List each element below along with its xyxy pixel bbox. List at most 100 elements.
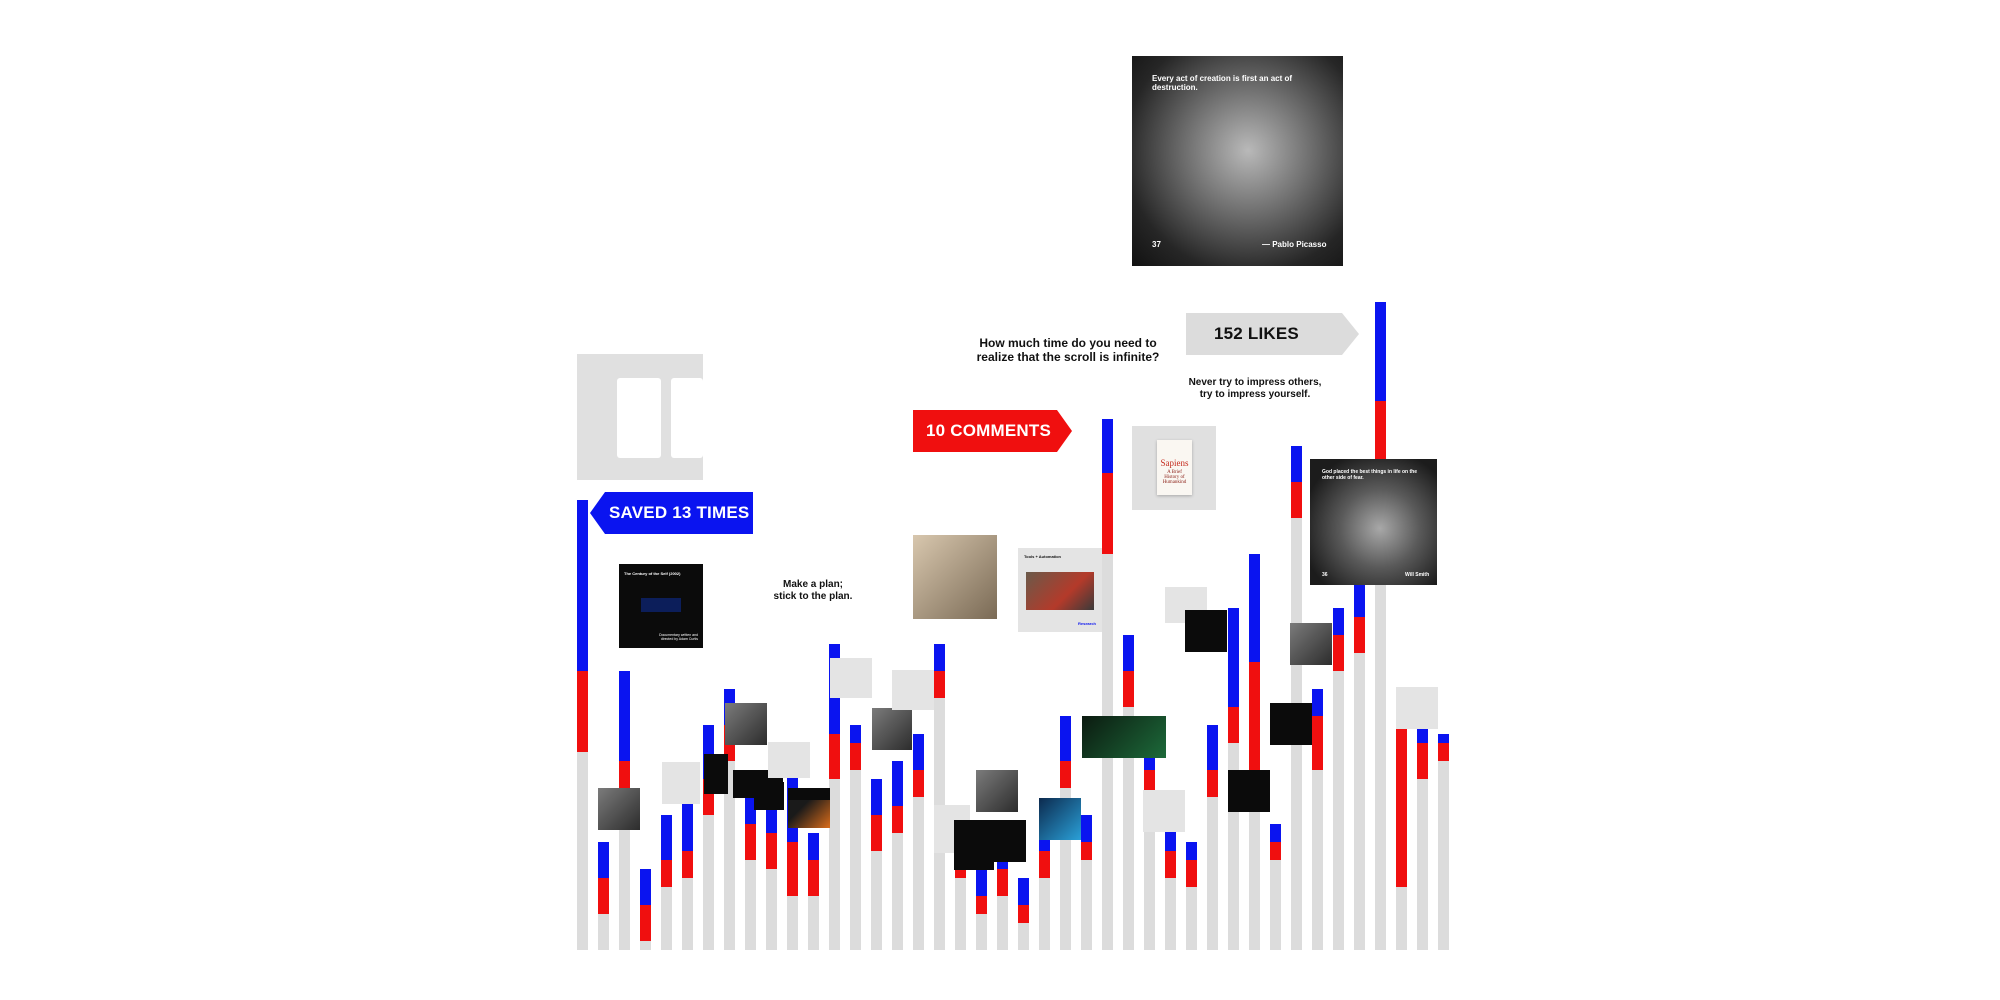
bar-34-saves-segment	[1270, 824, 1281, 842]
saved-flag: SAVED 13 TIMES	[590, 492, 753, 534]
bar-21-comments-segment	[997, 869, 1008, 896]
bar-29-saves-segment	[1165, 815, 1176, 851]
likes-flag: 152 LIKES	[1186, 313, 1359, 355]
green-event-post[interactable]	[1082, 716, 1166, 758]
bar-31-saves-segment	[1207, 725, 1218, 770]
bar-35	[1291, 446, 1302, 950]
bar-24-saves-segment	[1060, 716, 1071, 761]
bar-28-comments-segment	[1144, 770, 1155, 806]
bar-16-comments-segment	[892, 806, 903, 833]
document-post[interactable]	[1143, 790, 1185, 832]
bar-17	[913, 734, 924, 950]
portrait-sketch-post[interactable]	[1396, 687, 1438, 729]
bar-12-saves-segment	[808, 833, 819, 860]
dark-post-7[interactable]	[1228, 770, 1270, 812]
bar-33-comments-segment	[1249, 662, 1260, 806]
bar-1-comments-segment	[577, 671, 588, 752]
dark-post[interactable]	[704, 754, 728, 794]
bar-27-comments-segment	[1123, 671, 1134, 707]
bar-37-comments-segment	[1333, 635, 1344, 671]
quote-make-a-plan: Make a plan; stick to the plan.	[773, 579, 853, 602]
bar-11-comments-segment	[787, 842, 798, 896]
bar-2-saves-segment	[598, 842, 609, 878]
bar-5-saves-segment	[661, 815, 672, 860]
bar-10-saves-segment	[766, 806, 777, 833]
bar-41	[1417, 725, 1428, 950]
bar-9-comments-segment	[745, 824, 756, 860]
car-post[interactable]	[892, 670, 934, 710]
bar-12	[808, 833, 819, 950]
documentary-caption: Documentary written and directed by Adam…	[659, 633, 698, 641]
tools-link: Research	[1077, 621, 1096, 626]
bar-3-saves-segment	[619, 671, 630, 761]
cardboard-photo-post[interactable]	[913, 535, 997, 619]
bar-28	[1144, 734, 1155, 950]
picasso-author: — Pablo Picasso	[1262, 240, 1327, 249]
orange-post[interactable]	[788, 800, 830, 828]
portrait-photo-post[interactable]	[598, 788, 640, 830]
bar-23-comments-segment	[1039, 851, 1050, 878]
bar-15-saves-segment	[871, 779, 882, 815]
bar-31	[1207, 725, 1218, 950]
bar-16-saves-segment	[892, 761, 903, 806]
landscape-post[interactable]	[830, 658, 872, 698]
bar-7-comments-segment	[703, 779, 714, 815]
bar-40-comments-segment	[1396, 725, 1407, 887]
bar-39-saves-segment	[1375, 302, 1386, 401]
bar-42-saves-segment	[1438, 734, 1449, 743]
bar-17-comments-segment	[913, 770, 924, 797]
bar-1-saves-segment	[577, 500, 588, 671]
bar-9-saves-segment	[745, 779, 756, 824]
bar-20	[976, 869, 987, 950]
sketch-post[interactable]	[662, 762, 700, 804]
bar-38	[1354, 545, 1365, 950]
bar-31-comments-segment	[1207, 770, 1218, 797]
tools-title: Tools + Automation	[1024, 554, 1061, 559]
documentary-post[interactable]: The Century of the Self (2002) Documenta…	[619, 564, 703, 648]
likes-flag-label: 152 LIKES	[1214, 324, 1299, 343]
bar-40	[1396, 707, 1407, 950]
dark-post-4[interactable]	[754, 782, 784, 810]
bar-37	[1333, 608, 1344, 950]
bar-9	[745, 779, 756, 950]
bar-15-comments-segment	[871, 815, 882, 851]
text-note-post[interactable]	[768, 742, 810, 778]
bar-29	[1165, 815, 1176, 950]
dark-post-8[interactable]	[1270, 703, 1312, 745]
will-smith-post[interactable]: God placed the best things in life on th…	[1310, 459, 1437, 585]
portrait-photo-post-5[interactable]	[1290, 623, 1332, 665]
bar-29-comments-segment	[1165, 851, 1176, 878]
blue-device-post[interactable]	[1039, 798, 1081, 840]
portrait-photo-post-2[interactable]	[725, 703, 767, 745]
bar-25	[1081, 815, 1092, 950]
will-smith-author: Will Smith	[1405, 572, 1430, 578]
bar-27	[1123, 635, 1134, 950]
bar-34-comments-segment	[1270, 842, 1281, 860]
bar-6-saves-segment	[682, 797, 693, 851]
bar-17-saves-segment	[913, 734, 924, 770]
bar-10	[766, 806, 777, 950]
bar-39-comments-segment	[1375, 401, 1386, 500]
phone-mockup-left	[617, 378, 661, 458]
tools-automation-post[interactable]: Tools + Automation Research	[1018, 548, 1102, 632]
bar-14-comments-segment	[850, 743, 861, 770]
dark-post-6[interactable]	[1185, 610, 1227, 652]
portrait-photo-post-4[interactable]	[976, 770, 1018, 812]
bar-14	[850, 725, 861, 950]
bar-42-comments-segment	[1438, 743, 1449, 761]
bar-25-saves-segment	[1081, 815, 1092, 842]
bar-4	[640, 869, 651, 950]
app-screenshot-thumbnail[interactable]	[577, 354, 703, 480]
bar-30	[1186, 842, 1197, 950]
bar-39	[1375, 302, 1386, 950]
bar-42	[1438, 734, 1449, 950]
bar-26-saves-segment	[1102, 419, 1113, 473]
sapiens-book-post[interactable]: Sapiens A Brief History of Humankind	[1132, 426, 1216, 510]
bar-32-comments-segment	[1228, 707, 1239, 743]
dark-post-5[interactable]	[984, 820, 1026, 862]
will-smith-post-number: 36	[1322, 572, 1328, 578]
saved-flag-label: SAVED 13 TIMES	[609, 503, 750, 522]
picasso-post[interactable]: Every act of creation is first an act of…	[1132, 56, 1343, 266]
bar-32-saves-segment	[1228, 608, 1239, 707]
portrait-photo-post-3[interactable]	[872, 708, 912, 750]
